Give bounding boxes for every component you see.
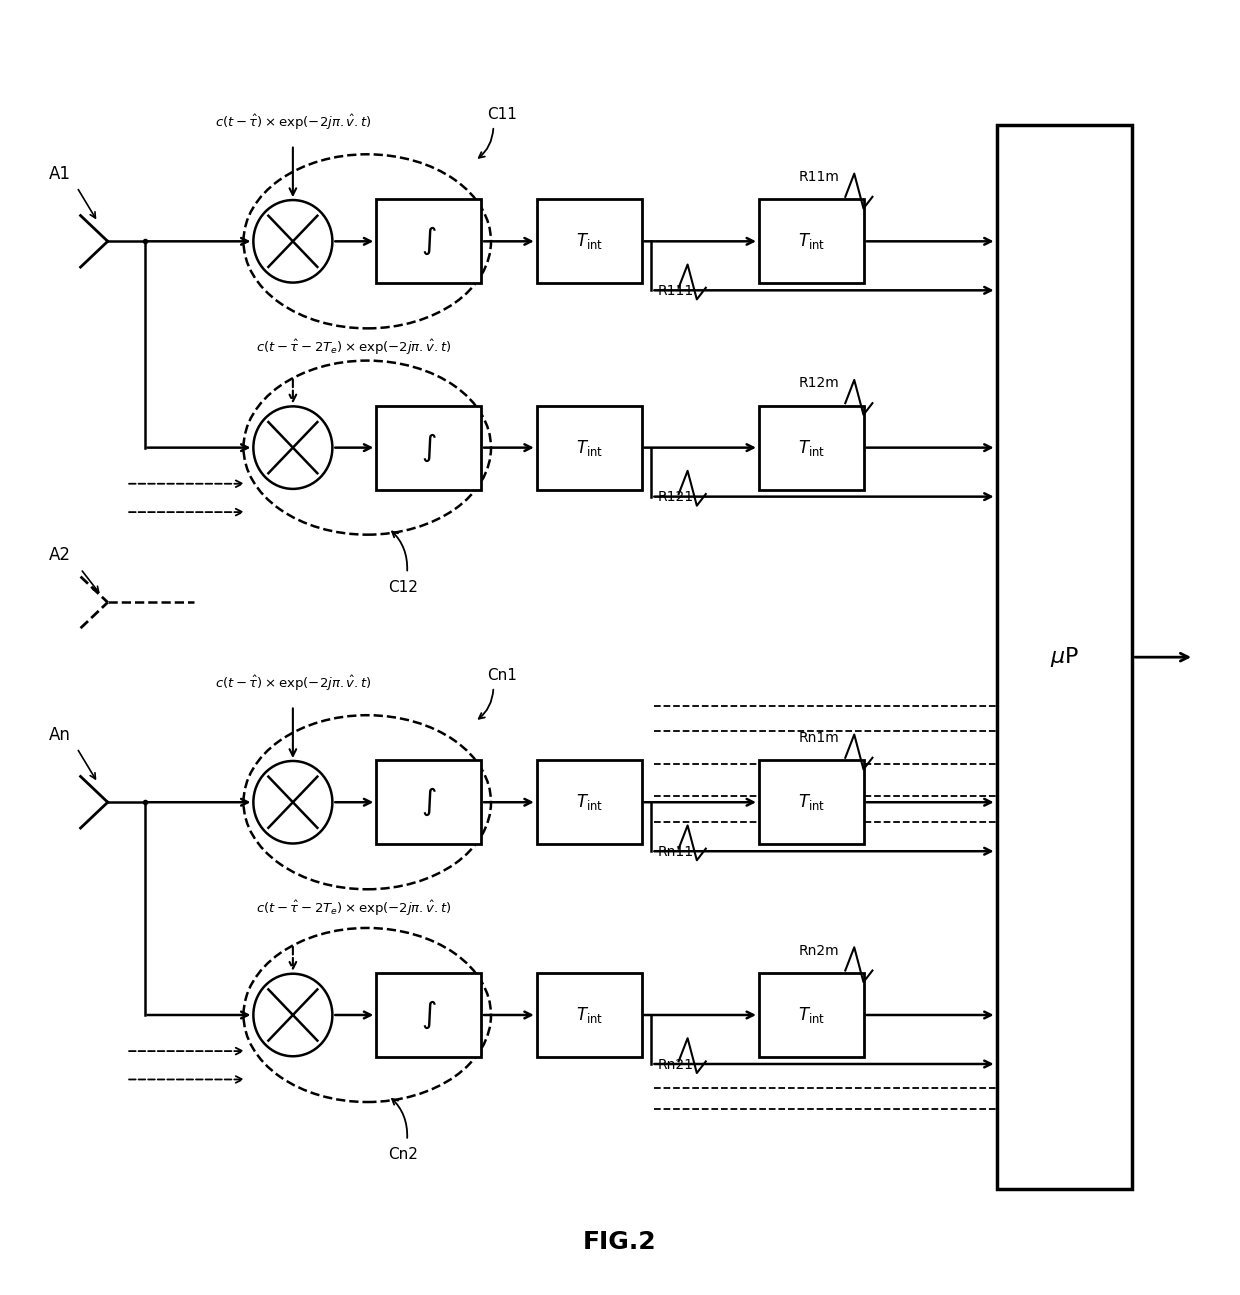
Bar [376,199,481,284]
Text: $T_{\rm int}$: $T_{\rm int}$ [797,438,825,457]
Text: $\int$: $\int$ [420,431,436,464]
Text: C11: C11 [487,107,517,122]
Text: Cn1: Cn1 [487,668,517,682]
Text: An: An [48,726,71,745]
Bar [759,973,864,1057]
Text: $T_{\rm int}$: $T_{\rm int}$ [575,232,603,251]
Bar [537,199,641,284]
Text: $\int$: $\int$ [420,786,436,818]
Text: Rn1m: Rn1m [799,730,839,745]
Text: Rn2m: Rn2m [799,944,839,957]
Text: $\int$: $\int$ [420,998,436,1031]
Bar [376,760,481,844]
Text: R11m: R11m [799,170,839,184]
Text: $T_{\rm int}$: $T_{\rm int}$ [797,1005,825,1024]
Text: $T_{\rm int}$: $T_{\rm int}$ [797,232,825,251]
Text: $T_{\rm int}$: $T_{\rm int}$ [575,793,603,812]
Bar [537,973,641,1057]
Text: $c(t-\hat{\tau}-2T_e)\times\exp(-2j\pi.\hat{v}.t)$: $c(t-\hat{\tau}-2T_e)\times\exp(-2j\pi.\… [255,338,451,357]
Text: Rn11: Rn11 [657,844,693,859]
Text: $\int$: $\int$ [420,225,436,258]
Text: $c(t-\hat{\tau})\times\exp(-2j\pi.\hat{v}.t)$: $c(t-\hat{\tau})\times\exp(-2j\pi.\hat{v… [215,113,371,132]
Bar [537,760,641,844]
Text: A1: A1 [48,166,71,184]
Text: $\mu$P: $\mu$P [1050,645,1079,670]
Text: C12: C12 [388,580,418,594]
Text: $T_{\rm int}$: $T_{\rm int}$ [575,438,603,457]
Text: $c(t-\hat{\tau})\times\exp(-2j\pi.\hat{v}.t)$: $c(t-\hat{\tau})\times\exp(-2j\pi.\hat{v… [215,673,371,693]
Text: FIG.2: FIG.2 [583,1229,657,1254]
Bar [376,405,481,490]
Text: $T_{\rm int}$: $T_{\rm int}$ [797,793,825,812]
Text: R12m: R12m [799,377,839,390]
Text: $T_{\rm int}$: $T_{\rm int}$ [575,1005,603,1024]
Text: Rn21: Rn21 [657,1058,693,1071]
Bar [997,126,1132,1189]
Bar [759,760,864,844]
Text: $c(t-\hat{\tau}-2T_e)\times\exp(-2j\pi.\hat{v}.t)$: $c(t-\hat{\tau}-2T_e)\times\exp(-2j\pi.\… [255,899,451,918]
Text: R111: R111 [657,284,694,298]
Text: Cn2: Cn2 [388,1147,418,1162]
Text: A2: A2 [48,545,71,563]
Bar [759,405,864,490]
Bar [537,405,641,490]
Text: R121: R121 [657,491,693,504]
Bar [376,973,481,1057]
Bar [759,199,864,284]
